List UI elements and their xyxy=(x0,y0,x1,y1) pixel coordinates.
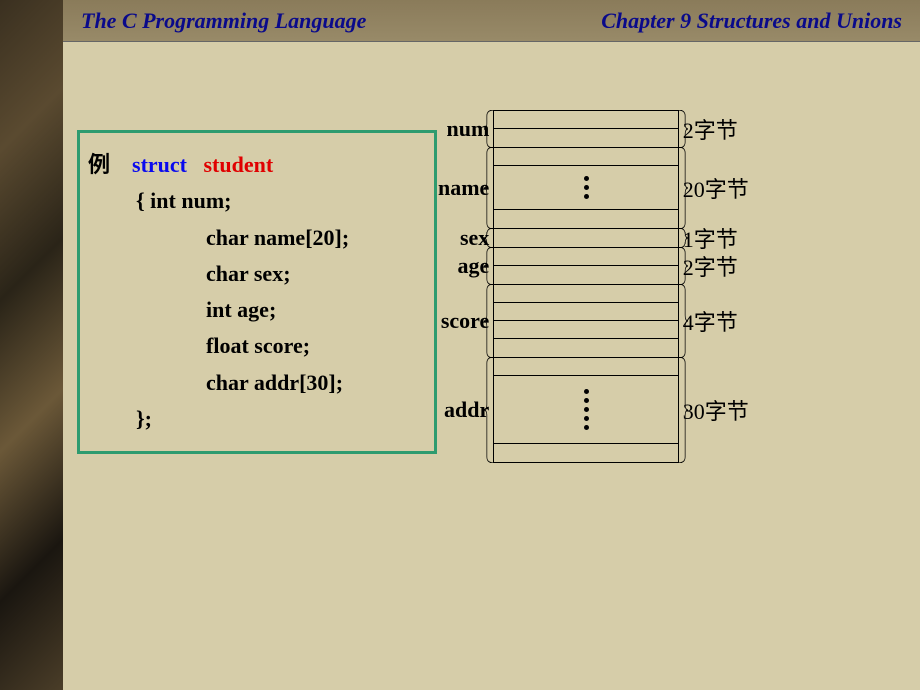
ellipsis-dots xyxy=(494,166,678,210)
mem-cells-name xyxy=(493,147,679,229)
mem-size-num: 2字节 xyxy=(683,113,738,145)
code-member-4: char addr[30]; xyxy=(88,365,426,401)
slide-header: The C Programming Language Chapter 9 Str… xyxy=(63,0,920,42)
example-label: 例 xyxy=(88,152,110,177)
slide: The C Programming Language Chapter 9 Str… xyxy=(0,0,920,690)
mem-field-name: name20字节 xyxy=(493,147,679,229)
slide-content: 例 struct student { int num; char name[20… xyxy=(63,42,920,690)
mem-cells-addr xyxy=(493,357,679,463)
mem-cells-sex xyxy=(493,228,679,248)
code-open-brace: { int num; xyxy=(136,188,231,213)
mem-field-num: num2字节 xyxy=(493,110,679,148)
code-line-open: { int num; xyxy=(88,183,426,219)
main-area: The C Programming Language Chapter 9 Str… xyxy=(63,0,920,690)
mem-size-age: 2字节 xyxy=(683,250,738,282)
mem-field-score: score4字节 xyxy=(493,284,679,358)
ellipsis-dots xyxy=(494,376,678,444)
header-left: The C Programming Language xyxy=(81,8,366,34)
mem-size-addr: 30字节 xyxy=(683,394,749,426)
struct-keyword: struct xyxy=(132,152,187,177)
code-member-3: float score; xyxy=(88,328,426,364)
mem-size-score: 4字节 xyxy=(683,305,738,337)
brace-left-icon xyxy=(484,284,494,358)
mem-size-name: 20字节 xyxy=(683,172,749,204)
mem-cells-age xyxy=(493,247,679,285)
code-member-2: int age; xyxy=(88,292,426,328)
mem-label-name: name xyxy=(438,175,489,201)
memory-diagram: num2字节name20字节sex1字节age2字节score4字节addr30… xyxy=(493,110,679,462)
code-member-1: char sex; xyxy=(88,256,426,292)
mem-label-num: num xyxy=(446,116,489,142)
brace-left-icon xyxy=(484,247,494,285)
decorative-sidebar xyxy=(0,0,63,690)
mem-label-score: score xyxy=(441,308,489,334)
mem-field-sex: sex1字节 xyxy=(493,228,679,248)
mem-cells-score xyxy=(493,284,679,358)
mem-cells-num xyxy=(493,110,679,148)
brace-left-icon xyxy=(484,228,494,248)
code-line-close: }; xyxy=(88,401,426,437)
header-right: Chapter 9 Structures and Unions xyxy=(601,8,902,34)
code-example-box: 例 struct student { int num; char name[20… xyxy=(77,130,437,454)
code-line-1: 例 struct student xyxy=(88,147,426,183)
brace-left-icon xyxy=(484,110,494,148)
struct-typename: student xyxy=(204,152,274,177)
mem-field-age: age2字节 xyxy=(493,247,679,285)
code-member-0: char name[20]; xyxy=(88,220,426,256)
mem-label-addr: addr xyxy=(444,397,489,423)
mem-field-addr: addr30字节 xyxy=(493,357,679,463)
brace-left-icon xyxy=(484,147,494,229)
brace-left-icon xyxy=(484,357,494,463)
